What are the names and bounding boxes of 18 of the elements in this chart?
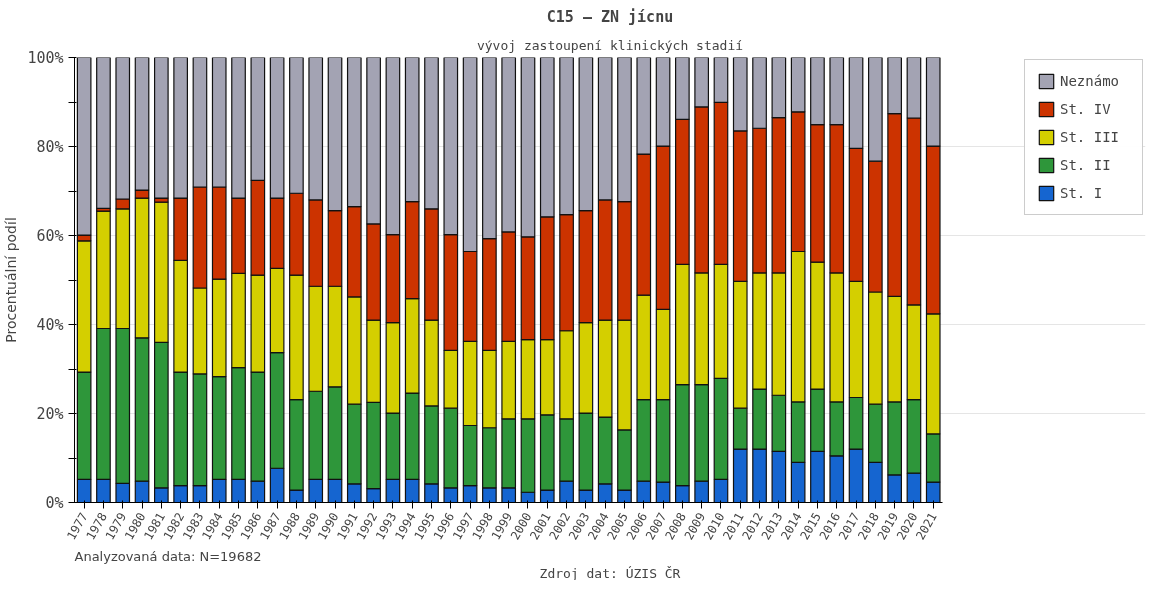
- y-tick-label: 0%: [45, 493, 64, 512]
- legend-label: St. III: [1060, 129, 1120, 145]
- text: Zdroj dat: ÚZIS ČR: [539, 565, 681, 581]
- y-tick-label: 100%: [27, 48, 64, 67]
- bar: [96, 57, 111, 209]
- text: Analyzovaná data: N=19682: [74, 548, 262, 564]
- y-tick-label: 80%: [36, 137, 64, 156]
- bar: [153, 57, 169, 199]
- y-tick-label: 60%: [36, 226, 64, 245]
- legend-label: St. II: [1060, 157, 1112, 173]
- legend-label: Neznámo: [1060, 73, 1120, 89]
- chart-subtitle: vývoj zastoupení klinických stadií: [476, 37, 744, 53]
- chart-title: C15 – ZN jícnu: [546, 7, 674, 26]
- y-tick-label: 40%: [36, 315, 64, 334]
- legend-label: St. I: [1060, 185, 1104, 201]
- y-axis-title: Procentuální podíl: [3, 217, 20, 343]
- y-tick-label: 20%: [36, 404, 64, 423]
- legend-label: St. IV: [1060, 101, 1112, 117]
